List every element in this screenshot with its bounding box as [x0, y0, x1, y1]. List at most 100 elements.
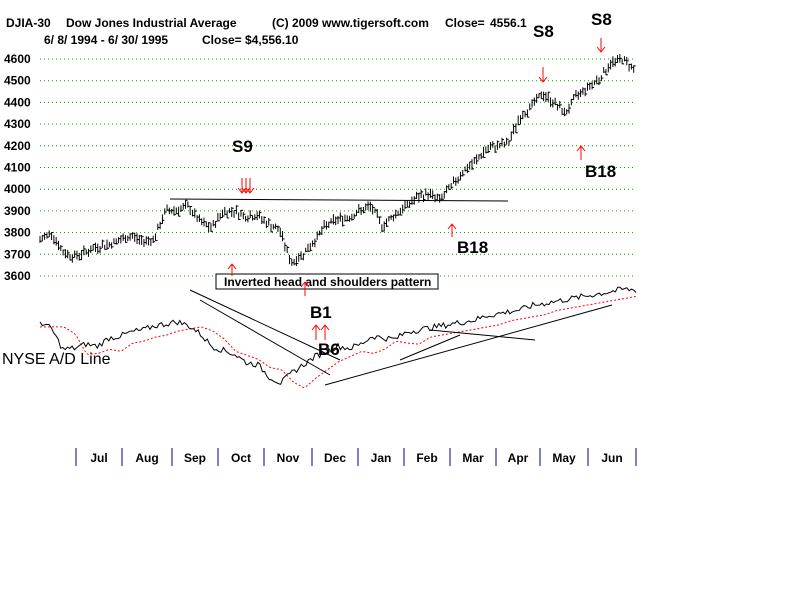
- month-label: Aug: [135, 451, 158, 465]
- price-bar: [492, 141, 495, 148]
- price-bar: [577, 91, 581, 100]
- price-bar: [506, 137, 509, 145]
- price-bar: [120, 235, 123, 244]
- price-bar: [171, 208, 174, 214]
- price-bar: [261, 216, 264, 224]
- price-bar: [351, 213, 354, 221]
- buy-arrow-icon: [300, 281, 310, 296]
- month-label: May: [552, 451, 576, 465]
- price-bar: [148, 236, 151, 246]
- buy-arrow-icon: [576, 145, 586, 160]
- price-bar: [436, 193, 440, 201]
- price-bar: [312, 240, 315, 247]
- price-bar: [288, 255, 292, 265]
- price-bars: [39, 54, 636, 267]
- price-bar: [392, 214, 396, 222]
- price-bar: [81, 249, 84, 261]
- price-bar: [522, 110, 525, 120]
- price-bar: [275, 223, 278, 230]
- price-bar: [164, 208, 167, 215]
- price-bar: [85, 249, 89, 255]
- price-bar: [124, 235, 128, 243]
- price-bar: [277, 225, 280, 232]
- price-bar: [210, 223, 213, 233]
- price-bar: [316, 231, 320, 240]
- signal-b6: B6: [318, 340, 340, 359]
- price-bar: [612, 56, 615, 67]
- price-bar: [420, 189, 424, 199]
- price-bar: [605, 69, 608, 76]
- price-bar: [600, 75, 604, 82]
- signal-arrows: [227, 38, 606, 340]
- price-bar: [196, 215, 200, 222]
- price-bar: [471, 159, 474, 171]
- price-bar: [353, 213, 357, 219]
- price-bar: [53, 235, 56, 245]
- price-bar: [201, 218, 204, 226]
- price-bar: [376, 208, 380, 218]
- price-bar: [543, 91, 546, 102]
- price-bar: [591, 81, 595, 90]
- ad-trendline: [324, 304, 613, 386]
- price-bar: [240, 209, 243, 217]
- price-bar: [374, 208, 377, 214]
- header-copyright: (C) 2009 www.tigersoft.com: [272, 16, 429, 30]
- price-bar: [536, 93, 539, 104]
- price-bar: [439, 194, 442, 203]
- price-bar: [175, 207, 179, 215]
- price-bar: [524, 111, 528, 118]
- price-bar: [208, 222, 211, 233]
- price-bar: [519, 115, 523, 125]
- price-bar: [78, 252, 82, 261]
- price-bar: [342, 216, 345, 227]
- y-tick-label: 3900: [4, 204, 31, 218]
- price-bar: [395, 209, 398, 219]
- month-label: Nov: [277, 451, 300, 465]
- price-bar: [566, 109, 569, 115]
- price-bar: [155, 233, 158, 242]
- price-bar: [332, 214, 336, 225]
- price-bar: [298, 253, 301, 262]
- signal-s8-apr: S8: [533, 22, 554, 41]
- price-bar: [247, 215, 250, 223]
- price-bar: [517, 115, 521, 126]
- price-bar: [254, 214, 257, 221]
- price-bar: [483, 146, 486, 158]
- price-bar: [185, 199, 188, 209]
- y-tick-label: 4000: [4, 182, 31, 196]
- price-bar: [432, 190, 435, 200]
- price-bar: [360, 206, 364, 215]
- price-bar: [580, 89, 583, 98]
- y-tick-label: 4200: [4, 139, 31, 153]
- price-bar: [113, 238, 116, 245]
- price-bar: [94, 242, 98, 252]
- price-bar: [44, 233, 47, 240]
- price-bar: [416, 191, 419, 199]
- price-bar: [446, 185, 449, 194]
- price-bar: [182, 202, 186, 210]
- price-bar: [129, 233, 133, 241]
- price-bar: [191, 209, 195, 217]
- buy-arrow-icon: [311, 324, 321, 340]
- signals: S9 B1 B6 B18 S8 B18 S8: [232, 10, 616, 359]
- price-bar: [127, 235, 130, 242]
- sell-arrow-icon: [237, 178, 247, 194]
- price-bar: [228, 208, 232, 214]
- price-grid: [40, 58, 636, 277]
- price-bar: [339, 212, 343, 222]
- price-bar: [330, 218, 334, 224]
- price-bar: [496, 140, 500, 150]
- price-bar: [314, 238, 317, 248]
- price-bar: [346, 215, 350, 222]
- price-bar: [286, 245, 290, 254]
- price-bar: [198, 214, 202, 222]
- ad-trendline: [199, 299, 331, 376]
- price-bar: [161, 214, 165, 224]
- price-bar: [406, 200, 410, 208]
- price-bar: [473, 157, 477, 164]
- signal-s8-jun: S8: [591, 10, 612, 29]
- price-bar: [134, 232, 137, 242]
- price-bar: [150, 238, 153, 246]
- ad-line-label: NYSE A/D Line: [2, 351, 111, 368]
- y-tick-label: 4400: [4, 95, 31, 109]
